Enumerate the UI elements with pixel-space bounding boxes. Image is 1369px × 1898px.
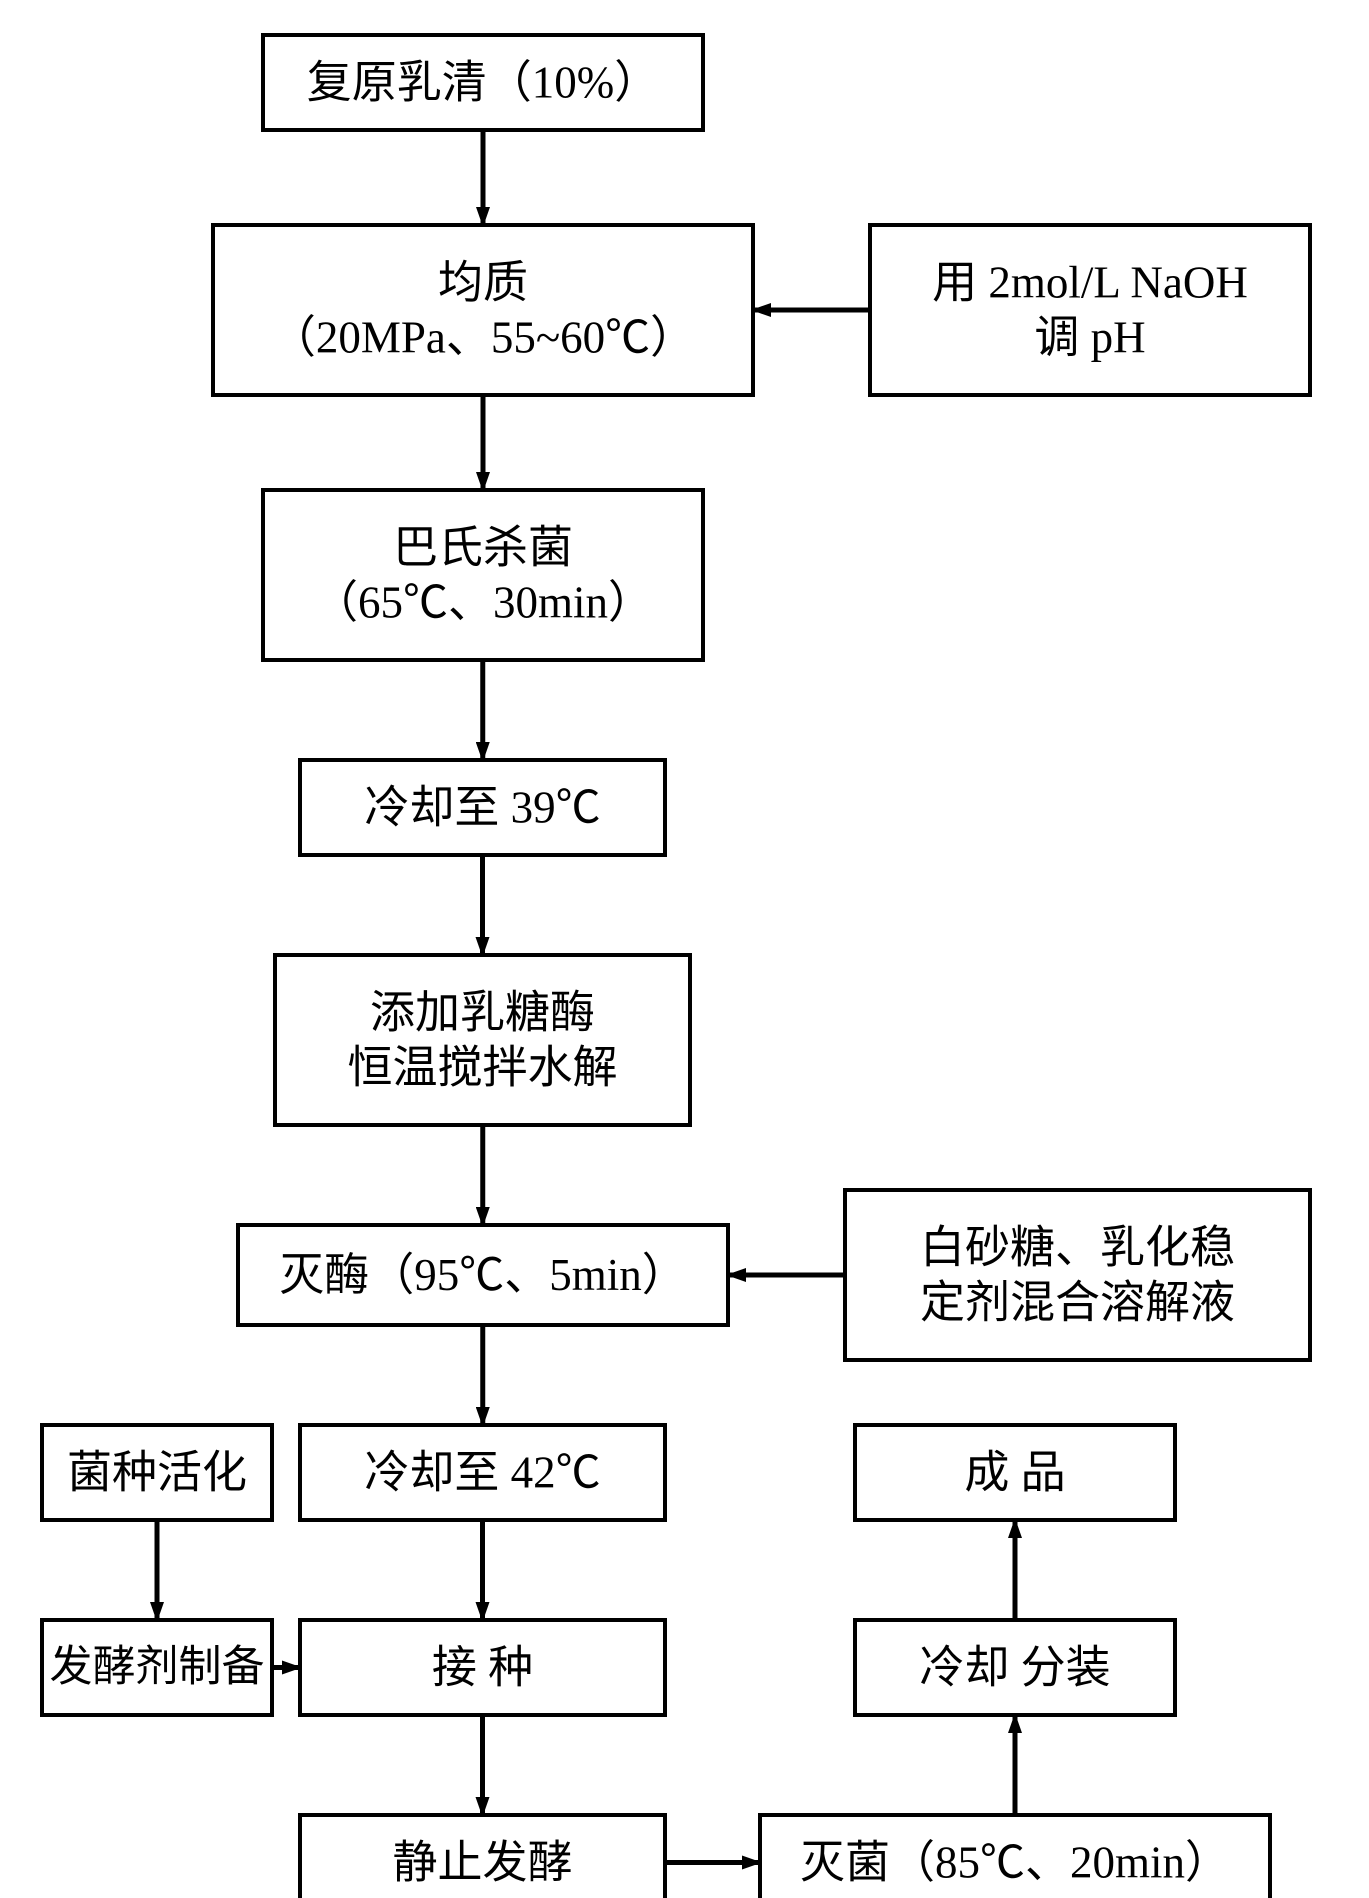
flow-box-b10: 菌种活化 xyxy=(42,1425,272,1520)
flow-box-b1: 复原乳清（10%） xyxy=(263,35,703,130)
flow-box-text: 冷却至 42℃ xyxy=(364,1448,600,1498)
flow-box-text: 均质 xyxy=(438,258,528,308)
flow-box-text: 灭菌（85℃、20min） xyxy=(800,1838,1230,1888)
flow-box-b14: 灭菌（85℃、20min） xyxy=(760,1815,1270,1898)
flow-box-text: 接 种 xyxy=(432,1643,533,1693)
flow-box-text: 发酵剂制备 xyxy=(50,1644,265,1691)
flow-box-text: 调 pH xyxy=(1034,312,1145,362)
flow-box-text: 巴氏杀菌 xyxy=(393,523,573,573)
flow-box-text: 灭酶（95℃、5min） xyxy=(279,1250,687,1300)
flow-box-b5: 冷却至 39℃ xyxy=(300,760,665,855)
flow-box-b6: 添加乳糖酶恒温搅拌水解 xyxy=(275,955,690,1125)
flow-box-text: 冷却 分装 xyxy=(919,1643,1110,1693)
flow-box-b9: 冷却至 42℃ xyxy=(300,1425,665,1520)
flow-box-text: 定剂混合溶解液 xyxy=(920,1277,1235,1327)
flow-box-b13: 静止发酵 xyxy=(300,1815,665,1898)
flow-box-b4: 巴氏杀菌（65℃、30min） xyxy=(263,490,703,660)
flow-box-b2: 均质（20MPa、55~60℃） xyxy=(213,225,753,395)
flow-box-b15: 冷却 分装 xyxy=(855,1620,1175,1715)
flow-box-text: 冷却至 39℃ xyxy=(364,783,600,833)
flow-box-text: （65℃、30min） xyxy=(313,577,653,627)
flowchart-diagram: 复原乳清（10%） 均质（20MPa、55~60℃） 用 2mol/L NaOH调 … xyxy=(0,0,1369,1898)
flow-box-b8: 白砂糖、乳化稳定剂混合溶解液 xyxy=(845,1190,1310,1360)
flow-box-b7: 灭酶（95℃、5min） xyxy=(238,1225,728,1325)
flow-box-text: 菌种活化 xyxy=(67,1448,247,1498)
flow-box-text: 静止发酵 xyxy=(392,1838,572,1888)
flow-box-b3: 用 2mol/L NaOH调 pH xyxy=(870,225,1310,395)
flow-box-b11: 发酵剂制备 xyxy=(42,1620,272,1715)
flow-box-text: 用 2mol/L NaOH xyxy=(932,258,1248,308)
flow-box-text: 复原乳清（10%） xyxy=(307,58,660,108)
flow-box-text: 恒温搅拌水解 xyxy=(347,1042,617,1092)
flow-box-b16: 成 品 xyxy=(855,1425,1175,1520)
flow-box-text: 白砂糖、乳化稳 xyxy=(920,1223,1235,1273)
flow-box-text: （20MPa、55~60℃） xyxy=(271,312,695,362)
flow-box-text: 添加乳糖酶 xyxy=(370,988,595,1038)
flow-box-text: 成 品 xyxy=(964,1448,1065,1498)
flow-box-b12: 接 种 xyxy=(300,1620,665,1715)
